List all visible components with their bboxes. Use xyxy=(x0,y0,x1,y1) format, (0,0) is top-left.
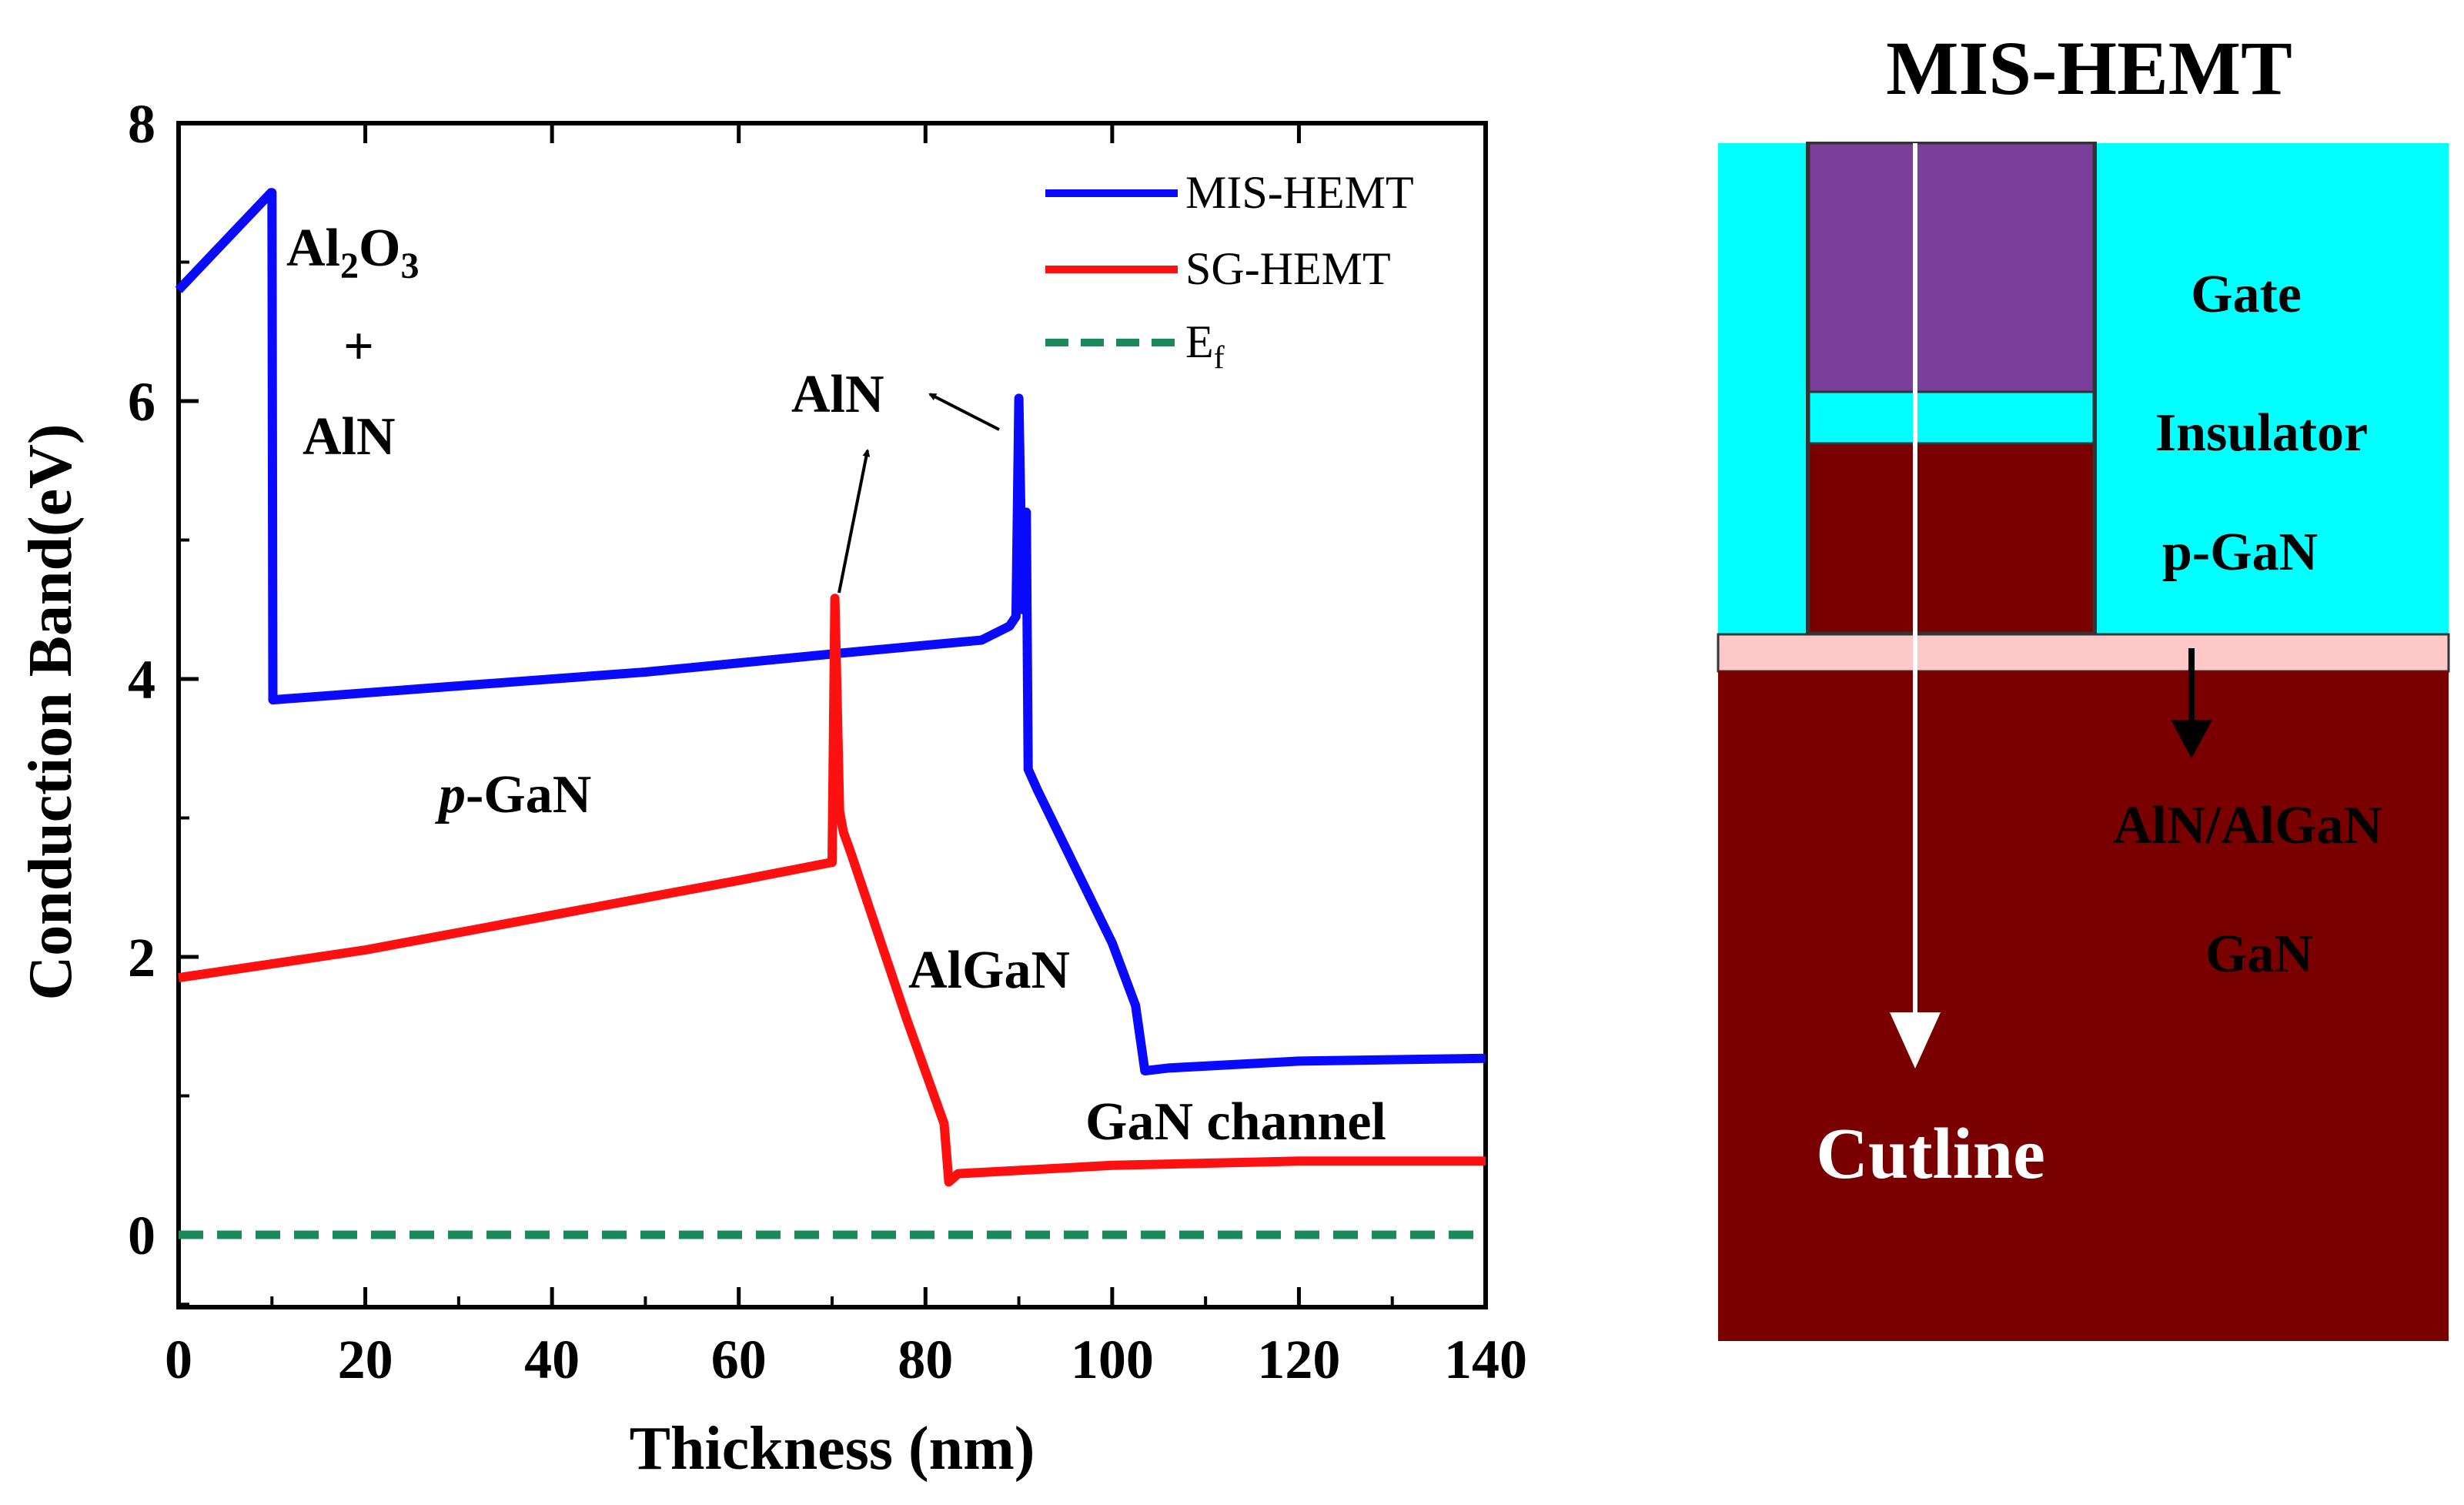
annotation-gan-channel: GaN channel xyxy=(1085,1092,1386,1152)
thin-gate-insulator xyxy=(1807,390,2095,445)
y-tick-label: 0 xyxy=(128,1205,155,1266)
legend: MIS-HEMT SG-HEMT Ef xyxy=(1045,167,1414,376)
cutline-arrowhead xyxy=(1890,1012,1941,1069)
barrier-layer xyxy=(1717,633,2450,673)
y-tick-label: 2 xyxy=(128,927,155,988)
annotation-plus: + xyxy=(343,317,374,376)
x-tick-label: 60 xyxy=(711,1329,767,1390)
band-diagram-chart: 0 20 40 60 80 100 120 140 0 2 4 6 8 Thickness (nm) C… xyxy=(17,93,1527,1483)
gan-substrate xyxy=(1718,671,2449,1341)
x-tick-label: 120 xyxy=(1257,1329,1340,1390)
pgan-region xyxy=(1807,442,2095,634)
y-tick-label: 6 xyxy=(128,371,155,433)
x-tick-label: 100 xyxy=(1071,1329,1154,1390)
label-aln-algan: AlN/AlGaN xyxy=(2113,796,2382,855)
cutline-label: Cutline xyxy=(1816,1114,2045,1194)
annotation-algan: AlGaN xyxy=(908,941,1070,1000)
arrow-to-aln-sg xyxy=(837,449,871,594)
barrier-pointer-arrowhead xyxy=(2171,720,2212,758)
x-tick-label: 0 xyxy=(165,1329,192,1390)
y-axis-title: Conduction Band(eV) xyxy=(17,423,85,1000)
annotation-al2o3: Al2O3 xyxy=(286,219,419,286)
label-insulator: Insulator xyxy=(2155,403,2368,463)
axis-ticks: 0 20 40 60 80 100 120 140 0 2 4 6 8 xyxy=(128,93,1527,1390)
x-tick-label: 140 xyxy=(1444,1329,1527,1390)
legend-label-sg-hemt: SG-HEMT xyxy=(1185,243,1391,294)
legend-label-ef: Ef xyxy=(1185,316,1225,376)
annotation-pgan: p-GaN xyxy=(435,765,591,824)
annotation-aln-mid: AlN xyxy=(791,365,884,424)
legend-label-mis-hemt: MIS-HEMT xyxy=(1185,167,1414,218)
label-gan: GaN xyxy=(2205,925,2313,984)
device-structure: MIS-HEMT Gate Insulator p-GaN AlN/AlGaN … xyxy=(1717,25,2450,1341)
label-gate: Gate xyxy=(2191,265,2302,324)
x-tick-label: 40 xyxy=(524,1329,580,1390)
series-line-sg-hemt xyxy=(178,594,1486,1187)
gate-metal xyxy=(1807,142,2095,393)
x-axis-title: Thickness (nm) xyxy=(630,1415,1035,1483)
series-line-mis-hemt xyxy=(175,188,1486,1075)
y-tick-label: 4 xyxy=(128,649,155,711)
structure-title: MIS-HEMT xyxy=(1886,25,2292,111)
series-layer xyxy=(175,188,1486,1239)
x-tick-label: 80 xyxy=(898,1329,953,1390)
arrow-to-aln-mis xyxy=(928,393,1000,431)
y-tick-label: 8 xyxy=(128,93,155,155)
label-pgan: p-GaN xyxy=(2162,523,2318,582)
x-tick-label: 20 xyxy=(338,1329,393,1390)
annotation-aln-left: AlN xyxy=(303,407,396,467)
